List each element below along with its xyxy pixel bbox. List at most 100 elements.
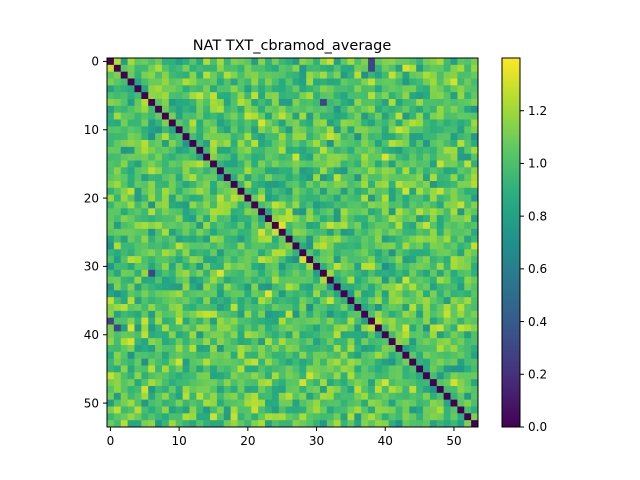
heatmap-cell <box>216 64 225 73</box>
heatmap-cell <box>278 242 287 250</box>
heatmap-cell <box>203 58 211 66</box>
heatmap-cell <box>107 324 115 332</box>
heatmap-cell <box>374 276 383 284</box>
heatmap-cell <box>223 187 232 196</box>
heatmap-cell <box>457 99 465 107</box>
heatmap-cell <box>230 365 238 373</box>
heatmap-cell <box>134 345 142 353</box>
heatmap-cell <box>443 105 451 114</box>
heatmap-cell <box>271 297 280 305</box>
heatmap-cell <box>306 85 314 93</box>
heatmap-cell <box>471 242 479 250</box>
heatmap-cell <box>299 201 307 209</box>
heatmap-cell <box>361 276 369 284</box>
heatmap-cell <box>416 379 424 387</box>
heatmap-cell <box>271 269 280 278</box>
heatmap-cell <box>237 119 245 127</box>
heatmap-cell <box>429 399 438 407</box>
heatmap-cell <box>265 345 273 353</box>
heatmap-cell <box>471 78 479 86</box>
heatmap-cell <box>319 317 328 325</box>
heatmap-cell <box>340 194 348 202</box>
heatmap-cell <box>292 187 300 196</box>
heatmap-cell <box>189 351 197 360</box>
heatmap-cell <box>395 133 403 141</box>
heatmap-cell <box>113 324 122 332</box>
heatmap-cell <box>107 345 115 353</box>
heatmap-cell <box>340 71 348 79</box>
heatmap-cell <box>265 58 273 66</box>
heatmap-cell <box>464 392 472 401</box>
heatmap-cell <box>155 78 163 86</box>
heatmap-cell <box>265 331 273 339</box>
heatmap-cell <box>436 174 445 182</box>
heatmap-cell <box>347 242 355 250</box>
heatmap-cell <box>285 119 293 127</box>
heatmap-cell <box>347 235 355 243</box>
heatmap-cell <box>471 99 479 107</box>
heatmap-cell <box>127 146 135 155</box>
heatmap-cell <box>113 269 122 278</box>
heatmap-cell <box>313 331 321 339</box>
heatmap-cell <box>161 358 170 366</box>
heatmap-cell <box>168 187 177 196</box>
heatmap-cell <box>251 372 259 380</box>
heatmap-cell <box>436 304 445 312</box>
heatmap-cell <box>258 228 266 237</box>
heatmap-cell <box>271 399 280 407</box>
x-tick-label: 10 <box>171 434 186 448</box>
heatmap-cell <box>306 201 314 209</box>
heatmap-cell <box>429 276 438 284</box>
heatmap-cell <box>388 269 396 278</box>
heatmap-cell <box>347 324 355 332</box>
heatmap-cell <box>237 304 245 312</box>
heatmap-cell <box>402 174 410 182</box>
heatmap-cell <box>423 174 431 182</box>
heatmap-cell <box>168 167 177 175</box>
heatmap-cell <box>265 317 273 325</box>
heatmap-cell <box>155 392 163 401</box>
heatmap-cell <box>354 133 362 141</box>
heatmap-cell <box>107 317 115 325</box>
heatmap-cell <box>244 174 252 182</box>
heatmap-cell <box>175 112 183 120</box>
heatmap-cell <box>113 119 122 127</box>
heatmap-cell <box>203 85 211 93</box>
heatmap-cell <box>265 420 273 428</box>
heatmap-cell <box>333 133 341 141</box>
heatmap-cell <box>340 413 348 421</box>
heatmap-cell <box>107 126 115 134</box>
heatmap-cell <box>168 126 177 134</box>
heatmap-cell <box>354 406 362 414</box>
heatmap-cell <box>265 269 273 278</box>
heatmap-cell <box>113 167 122 175</box>
heatmap-cell <box>402 283 410 291</box>
heatmap-cell <box>292 413 300 421</box>
heatmap-cell <box>148 222 156 230</box>
heatmap-cell <box>319 160 328 168</box>
heatmap-cell <box>374 112 383 120</box>
heatmap-cell <box>141 194 149 202</box>
heatmap-cell <box>409 379 417 387</box>
heatmap-cell <box>175 64 183 73</box>
heatmap-cell <box>168 283 177 291</box>
heatmap-cell <box>313 64 321 73</box>
heatmap-cell <box>120 317 129 325</box>
heatmap-cell <box>141 85 149 93</box>
heatmap-cell <box>402 153 410 161</box>
heatmap-cell <box>471 92 479 100</box>
heatmap-cell <box>409 99 417 107</box>
heatmap-cell <box>251 133 259 141</box>
heatmap-cell <box>175 194 183 202</box>
heatmap-cell <box>216 160 225 168</box>
heatmap-cell <box>443 256 451 264</box>
heatmap-cell <box>285 242 293 250</box>
heatmap-cell <box>361 181 369 189</box>
heatmap-cell <box>107 420 115 428</box>
heatmap-cell <box>313 351 321 360</box>
heatmap-cell <box>230 112 238 120</box>
heatmap-cell <box>416 331 424 339</box>
heatmap-cell <box>285 64 293 73</box>
heatmap-cell <box>416 310 424 319</box>
heatmap-cell <box>340 297 348 305</box>
